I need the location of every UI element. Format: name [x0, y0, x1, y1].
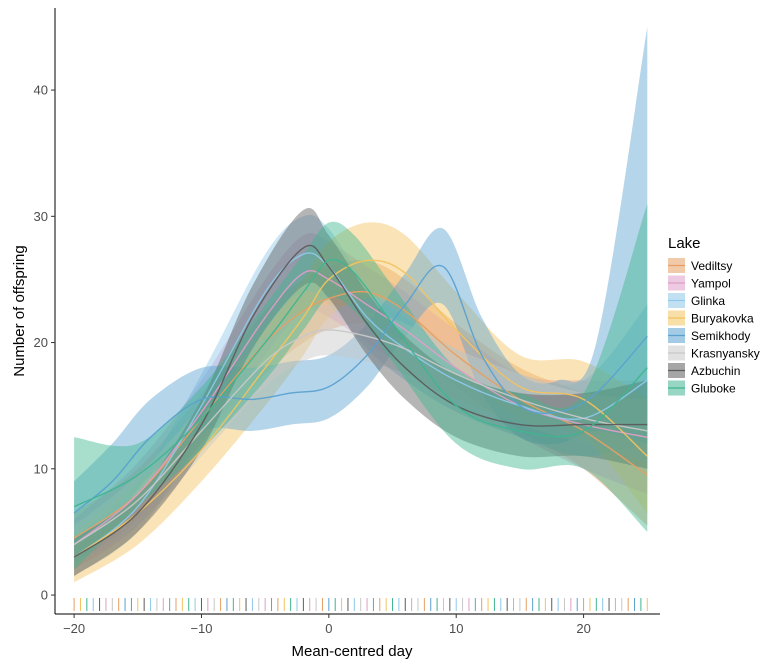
- legend-label-vediltsy: Vediltsy: [691, 259, 732, 273]
- line-gluboke: [73, 258, 648, 508]
- x-axis-ticks: −20 −10 0 10 20: [63, 614, 591, 636]
- x-tick-label: 10: [449, 621, 463, 636]
- y-tick-label: 10: [34, 461, 48, 476]
- x-tick-label: 20: [576, 621, 590, 636]
- band-gluboke: [74, 203, 648, 570]
- legend-items: Vediltsy Yampol Glinka Buryakovka Semikhody K…: [668, 258, 760, 396]
- y-tick-label: 40: [34, 83, 48, 98]
- line-semikhody: [73, 264, 648, 514]
- legend-title: Lake: [668, 235, 701, 252]
- band-buryakovka: [74, 222, 648, 583]
- band-krasnyansky: [74, 304, 648, 564]
- legend-label-krasnyansky: Krasnyansky: [691, 347, 760, 361]
- band-semikhody: [74, 26, 648, 545]
- y-axis-ticks: 0 10 20 30 40: [34, 83, 55, 603]
- x-tick-label: −10: [190, 621, 212, 636]
- y-axis-title: Number of offspring: [11, 245, 28, 376]
- line-krasnyansky: [73, 329, 648, 546]
- series-lines: [73, 244, 648, 558]
- x-axis-title: Mean-centred day: [292, 643, 413, 660]
- legend-label-yampol: Yampol: [691, 277, 731, 291]
- confidence-bands: [74, 26, 648, 583]
- band-glinka: [74, 214, 648, 577]
- x-tick-label: −20: [63, 621, 85, 636]
- legend-label-buryakovka: Buryakovka: [691, 312, 754, 326]
- y-tick-label: 0: [41, 588, 48, 603]
- x-tick-label: 0: [325, 621, 332, 636]
- legend-label-glinka: Glinka: [691, 294, 725, 308]
- legend-label-semikhody: Semikhody: [691, 329, 750, 343]
- y-tick-label: 20: [34, 335, 48, 350]
- legend-label-gluboke: Gluboke: [691, 382, 736, 396]
- rug-marks: [73, 598, 648, 611]
- line-azbuchin: [73, 244, 648, 558]
- legend: Lake Vediltsy Yampol Glinka Buryakovka Semik…: [668, 235, 760, 396]
- legend-label-azbuchin: Azbuchin: [691, 364, 740, 378]
- y-tick-label: 30: [34, 209, 48, 224]
- line-vediltsy: [73, 290, 648, 539]
